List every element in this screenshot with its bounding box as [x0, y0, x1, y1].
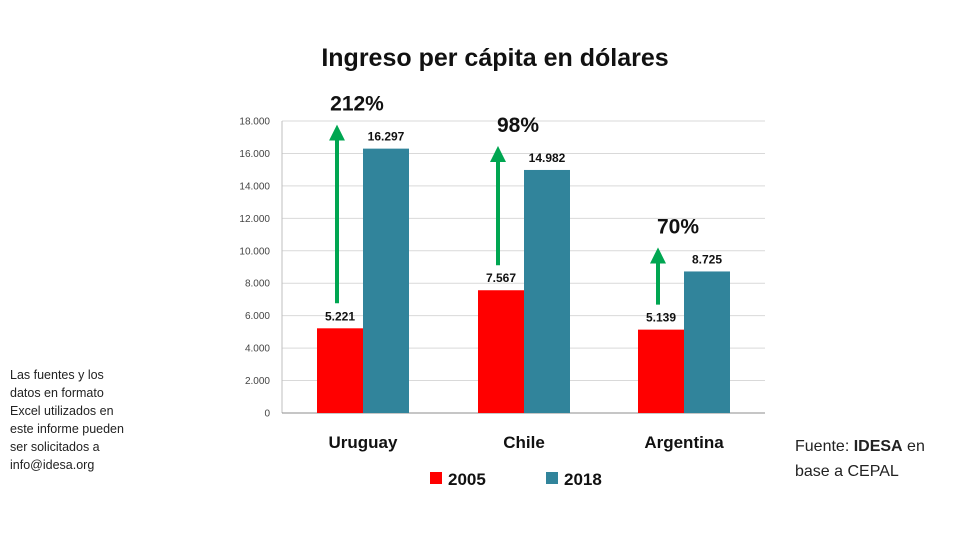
- growth-percent-label: 212%: [330, 93, 384, 116]
- y-tick-label: 6.000: [245, 311, 270, 322]
- category-label: Uruguay: [329, 433, 399, 452]
- data-availability-note: Las fuentes y los datos en formato Excel…: [10, 366, 170, 474]
- y-tick-label: 14.000: [239, 181, 270, 192]
- data-label-2005: 7.567: [486, 271, 516, 285]
- y-tick-label: 12.000: [239, 214, 270, 225]
- legend-swatch: [430, 472, 442, 484]
- bar-2005: [478, 290, 524, 413]
- growth-percent-label: 98%: [497, 114, 539, 137]
- data-label-2005: 5.139: [646, 311, 676, 325]
- bar-2018: [684, 271, 730, 413]
- legend-label: 2018: [564, 470, 602, 489]
- source-suffix: en: [902, 438, 925, 455]
- source-credit: Fuente: IDESA en base a CEPAL: [795, 434, 960, 484]
- legend-swatch: [546, 472, 558, 484]
- legend-label: 2005: [448, 470, 486, 489]
- bar-2005: [638, 329, 684, 413]
- y-tick-label: 18.000: [239, 117, 270, 128]
- y-tick-label: 4.000: [245, 344, 270, 355]
- note-line: Las fuentes y los: [10, 368, 104, 382]
- note-line: info@idesa.org: [10, 458, 95, 472]
- bar-2005: [317, 328, 363, 413]
- source-org: IDESA: [853, 438, 903, 455]
- growth-percent-label: 70%: [657, 215, 699, 238]
- data-label-2018: 16.297: [368, 130, 405, 144]
- bar-2018: [524, 169, 570, 413]
- category-label: Chile: [503, 433, 545, 452]
- y-tick-label: 2.000: [245, 376, 270, 387]
- y-tick-label: 8.000: [245, 279, 270, 290]
- data-label-2018: 14.982: [529, 151, 566, 165]
- note-line: ser solicitados a: [10, 440, 100, 454]
- y-tick-label: 0: [264, 409, 270, 420]
- y-tick-label: 10.000: [239, 246, 270, 257]
- note-line: datos en formato: [10, 386, 104, 400]
- category-label: Argentina: [644, 433, 724, 452]
- note-line: este informe pueden: [10, 422, 124, 436]
- bar-2018: [363, 148, 409, 413]
- y-tick-label: 16.000: [239, 149, 270, 160]
- source-prefix: Fuente:: [795, 438, 854, 455]
- source-line2: base a CEPAL: [795, 463, 899, 480]
- note-line: Excel utilizados en: [10, 404, 114, 418]
- chart-title: Ingreso per cápita en dólares: [321, 44, 669, 72]
- data-label-2005: 5.221: [325, 309, 355, 323]
- data-label-2018: 8.725: [692, 252, 722, 266]
